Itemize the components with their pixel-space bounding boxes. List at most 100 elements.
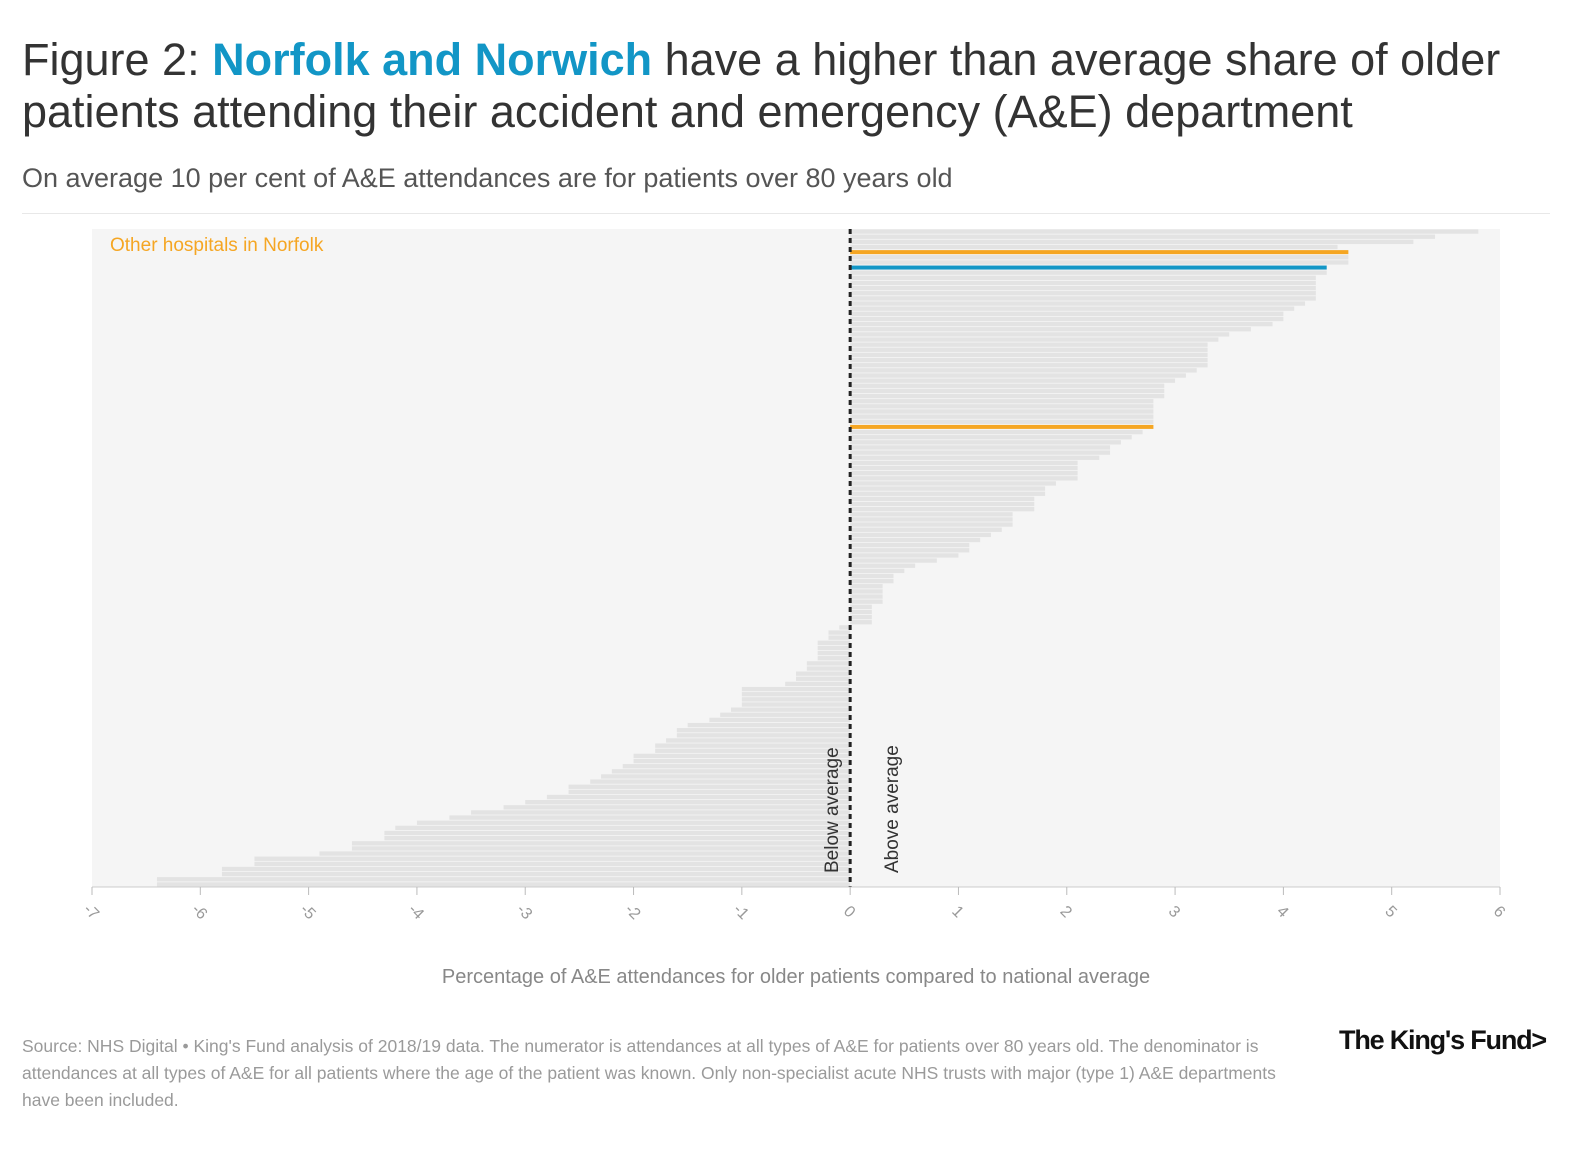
bar xyxy=(546,794,851,800)
bar xyxy=(850,429,1143,435)
bar xyxy=(741,697,851,702)
x-tick-label: -7 xyxy=(80,901,102,923)
bar xyxy=(568,784,851,789)
bar xyxy=(850,558,937,563)
bar xyxy=(850,311,1284,316)
x-tick-label: -1 xyxy=(730,901,752,923)
bar xyxy=(850,383,1165,388)
bar xyxy=(785,681,851,687)
bar xyxy=(850,481,1056,486)
bar xyxy=(850,393,1165,399)
page-title: Figure 2: Norfolk and Norwich have a hig… xyxy=(22,34,1562,138)
bar xyxy=(655,748,851,753)
bar xyxy=(221,866,851,872)
bar xyxy=(850,337,1219,342)
bar xyxy=(850,568,905,574)
bar xyxy=(850,399,1154,404)
bar xyxy=(850,244,1338,250)
x-tick-label: -5 xyxy=(297,901,319,923)
bar xyxy=(221,871,851,877)
bar xyxy=(850,542,970,548)
x-tick-label: 5 xyxy=(1381,903,1399,921)
bar xyxy=(850,409,1154,414)
bar xyxy=(850,368,1197,373)
bar xyxy=(850,275,1316,281)
bar-highlight xyxy=(850,424,1154,429)
bar xyxy=(850,280,1316,286)
bar xyxy=(817,656,851,661)
bar xyxy=(828,630,851,635)
bar xyxy=(384,830,851,836)
bar xyxy=(611,769,851,774)
bar xyxy=(850,435,1132,440)
bar xyxy=(850,476,1078,481)
bar xyxy=(666,738,851,743)
bar xyxy=(741,692,851,697)
bar xyxy=(850,512,1013,517)
bar xyxy=(850,234,1436,239)
bar xyxy=(806,666,851,671)
bar xyxy=(850,414,1154,419)
bar xyxy=(850,301,1306,306)
bar xyxy=(731,707,851,712)
bar xyxy=(655,743,851,748)
kings-fund-logo: The King's Fund> xyxy=(1339,1025,1547,1055)
bar xyxy=(850,527,1002,532)
bar xyxy=(850,440,1121,445)
bar-highlight xyxy=(850,265,1327,270)
bar xyxy=(850,388,1165,394)
bar xyxy=(850,517,1013,522)
bar xyxy=(850,373,1186,378)
x-tick-label: -2 xyxy=(621,901,643,923)
bar xyxy=(741,702,851,707)
bar xyxy=(828,635,851,640)
bar xyxy=(850,465,1078,471)
bar xyxy=(449,815,851,820)
bar xyxy=(156,882,851,887)
bar xyxy=(850,537,981,543)
bar xyxy=(850,506,1035,512)
bar xyxy=(850,332,1230,337)
header-divider xyxy=(22,213,1550,214)
bar xyxy=(720,712,851,717)
bar xyxy=(850,522,1013,527)
x-tick-label: -4 xyxy=(405,901,427,923)
subtitle: On average 10 per cent of A&E attendance… xyxy=(22,163,953,193)
bar xyxy=(471,810,851,815)
annotation-other-hospitals: Other hospitals in Norfolk xyxy=(110,235,324,256)
bar xyxy=(416,820,851,825)
title-suffix: have a higher than average share of olde… xyxy=(22,34,1501,137)
bar xyxy=(850,501,1035,507)
bar xyxy=(850,419,1154,424)
bars-group xyxy=(156,229,1479,887)
bar xyxy=(633,758,851,764)
bar xyxy=(806,661,851,666)
annotation-below-average: Below average xyxy=(822,747,843,873)
bar-highlight xyxy=(850,250,1349,255)
bar xyxy=(817,650,851,656)
bar xyxy=(850,270,1327,275)
x-tick-label: 2 xyxy=(1057,903,1075,921)
bar xyxy=(850,291,1316,296)
bar xyxy=(850,491,1046,496)
bar xyxy=(709,717,851,723)
bar xyxy=(850,255,1349,260)
bar xyxy=(850,563,916,568)
bar xyxy=(850,239,1414,245)
x-axis-ticks: -7 -6 -5 -4 -3 -2 -1 0 1 2 3 4 5 6 xyxy=(80,887,1508,923)
bar xyxy=(850,548,970,553)
bar xyxy=(850,455,1100,460)
bar xyxy=(687,722,851,728)
bar xyxy=(850,496,1035,502)
bar xyxy=(850,404,1154,409)
bar xyxy=(850,229,1479,234)
bar xyxy=(254,861,851,867)
bar xyxy=(850,471,1078,476)
bar xyxy=(850,285,1316,291)
x-axis-label: Percentage of A&E attendances for older … xyxy=(442,966,1150,988)
bar xyxy=(254,856,851,861)
bar xyxy=(817,640,851,645)
bar xyxy=(850,347,1208,352)
bar xyxy=(850,306,1295,311)
bar xyxy=(850,609,872,615)
